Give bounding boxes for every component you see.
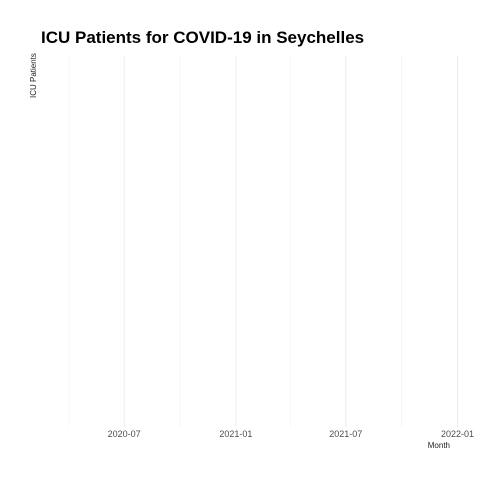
x-tick-label: 2021-07 [329, 429, 362, 439]
x-axis-label: Month [428, 441, 450, 450]
x-tick-label: 2022-01 [441, 429, 474, 439]
x-tick-labels: 2020-07 2021-01 2021-07 2022-01 [108, 429, 474, 439]
y-axis-label: ICU Patients [29, 53, 38, 98]
grid [68, 56, 458, 427]
x-tick-label: 2020-07 [108, 429, 141, 439]
x-tick-label: 2021-01 [219, 429, 252, 439]
chart-title: ICU Patients for COVID-19 in Seychelles [41, 28, 364, 47]
